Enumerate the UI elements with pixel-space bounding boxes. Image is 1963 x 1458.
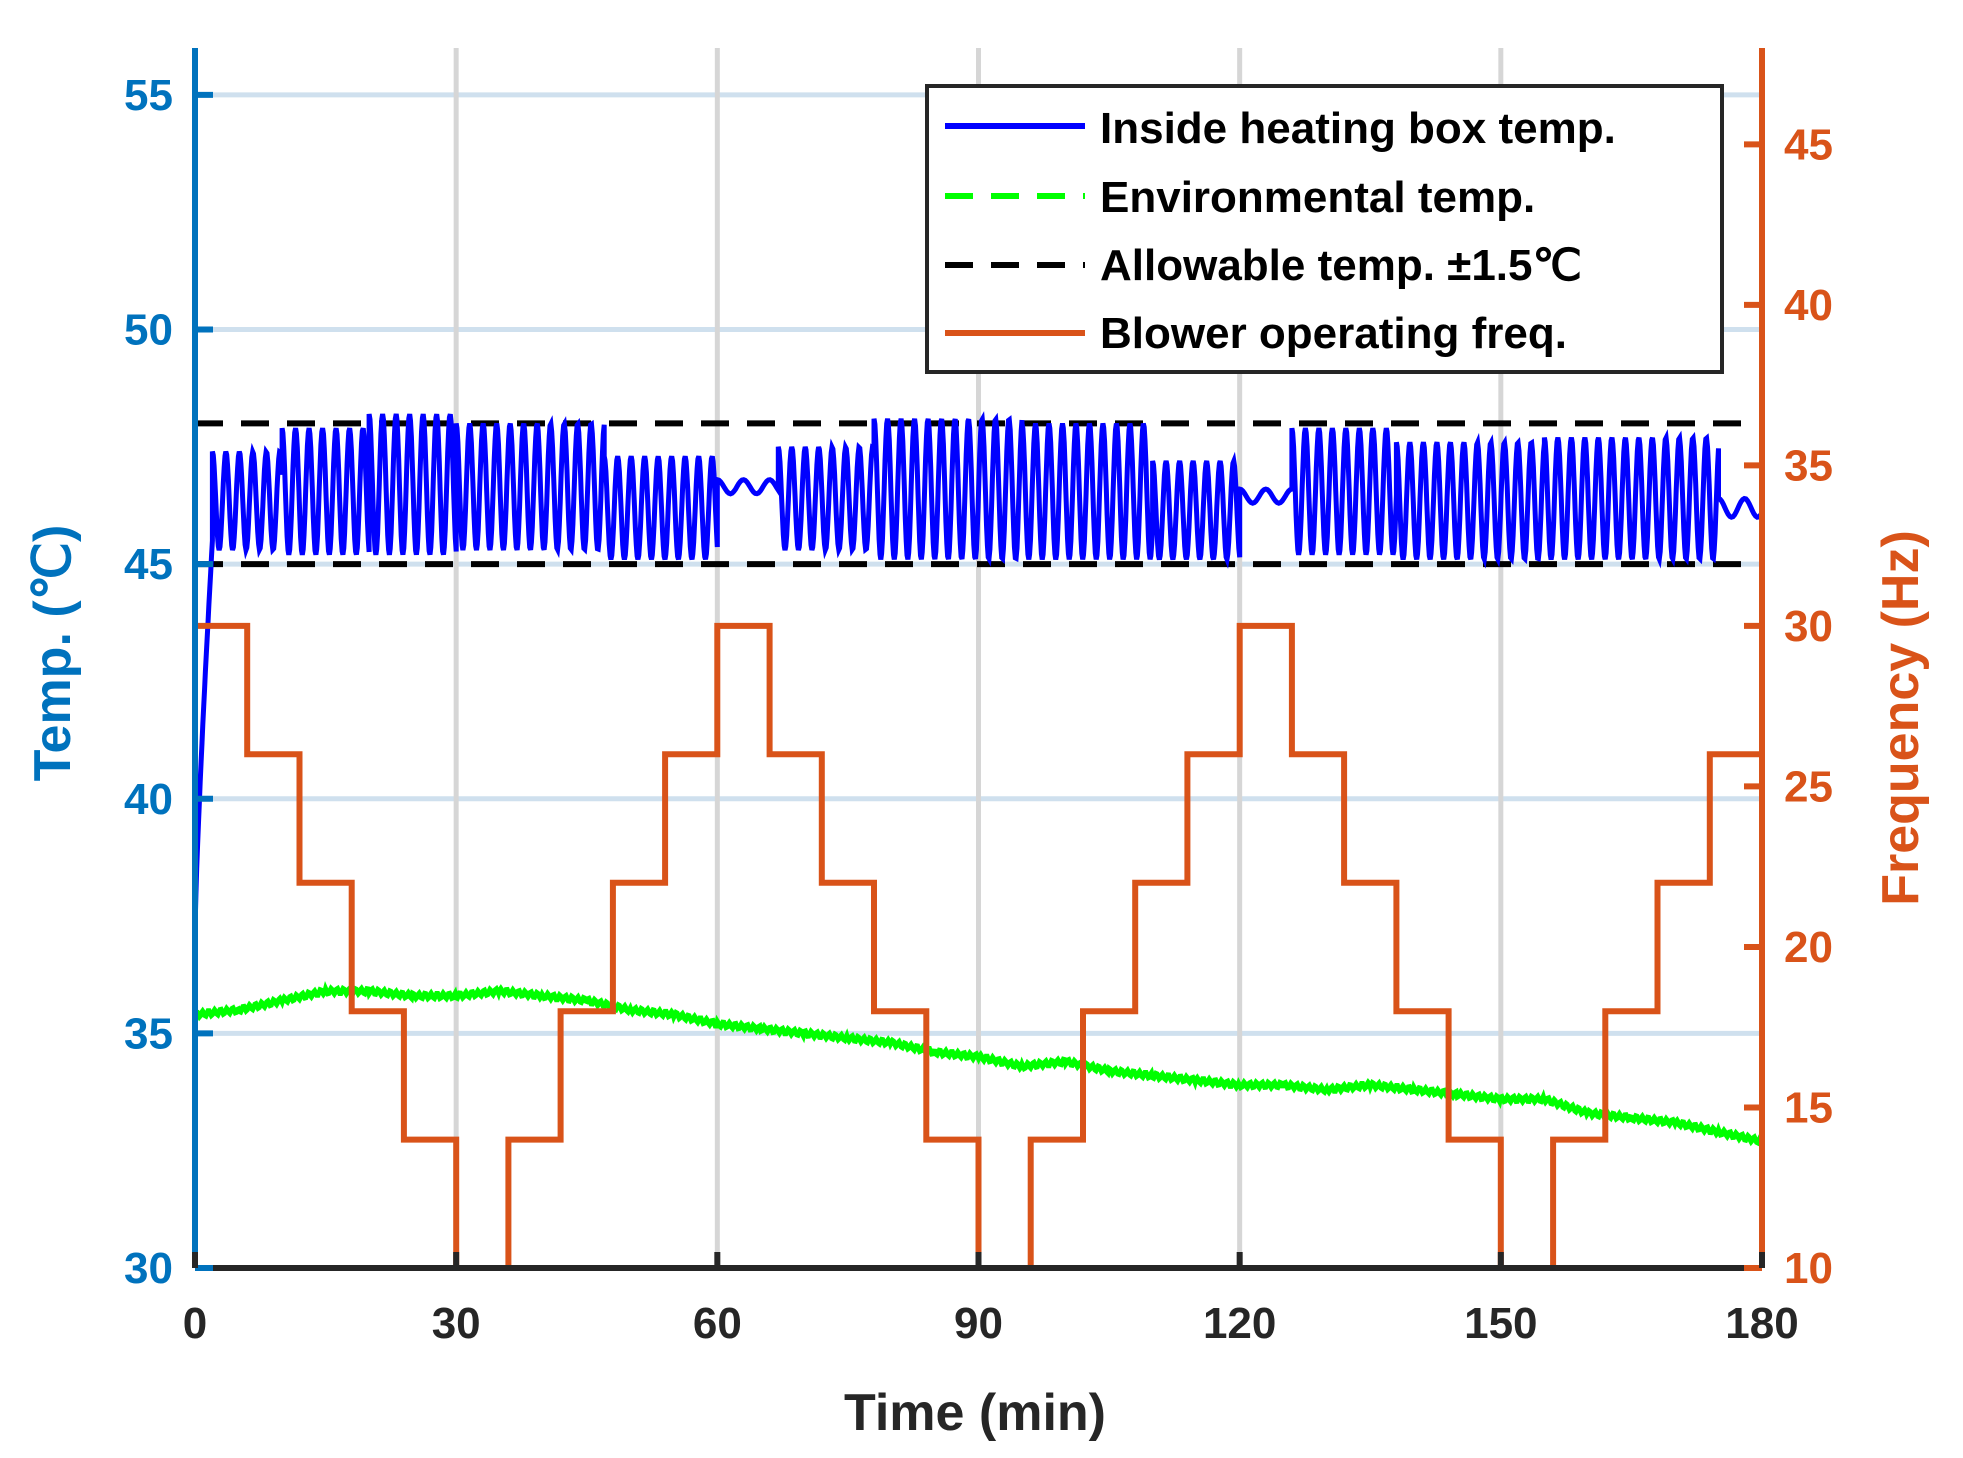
y-right-tick-label: 40: [1784, 281, 1833, 330]
y-left-tick-label: 50: [124, 306, 173, 355]
series-environmental-temp: [192, 980, 1765, 1147]
x-axis-label: Time (min): [844, 1384, 1106, 1442]
y-axis-left-label: Temp. (℃): [24, 525, 82, 782]
x-tick-label: 60: [693, 1299, 742, 1348]
legend: Inside heating box temp. Environmental t…: [925, 84, 1724, 374]
y-right-tick-label: 10: [1784, 1244, 1833, 1293]
axes: [192, 48, 1765, 1271]
legend-label-environmental-temp: Environmental temp.: [1100, 173, 1535, 222]
x-tick-label: 0: [183, 1299, 207, 1348]
y-left-tick-label: 35: [124, 1009, 173, 1058]
series-blower-freq: [194, 622, 1762, 1271]
x-tick-label: 150: [1464, 1299, 1537, 1348]
y-left-tick-label: 55: [124, 71, 173, 120]
plot-series: [192, 411, 1765, 1271]
y-left-tick-label: 45: [124, 540, 173, 589]
legend-box: [925, 84, 1724, 374]
y-left-tick-label: 40: [124, 775, 173, 824]
series-inside-temp: [192, 411, 1765, 931]
y-right-tick-label: 20: [1784, 923, 1833, 972]
legend-label-blower-freq: Blower operating freq.: [1100, 309, 1567, 358]
y-right-tick-label: 25: [1784, 762, 1833, 811]
y-axis-right-label: Frequency (Hz): [1872, 530, 1930, 906]
y-right-tick-label: 35: [1784, 441, 1833, 490]
x-tick-label: 30: [432, 1299, 481, 1348]
x-tick-label: 120: [1203, 1299, 1276, 1348]
x-tick-label: 180: [1725, 1299, 1798, 1348]
legend-label-allowable-temp: Allowable temp. ±1.5℃: [1100, 241, 1582, 290]
x-tick-label: 90: [954, 1299, 1003, 1348]
y-right-tick-label: 45: [1784, 120, 1833, 169]
y-right-tick-label: 15: [1784, 1083, 1833, 1132]
y-left-tick-label: 30: [124, 1244, 173, 1293]
y-right-tick-label: 30: [1784, 602, 1833, 651]
legend-label-inside-temp: Inside heating box temp.: [1100, 104, 1616, 153]
